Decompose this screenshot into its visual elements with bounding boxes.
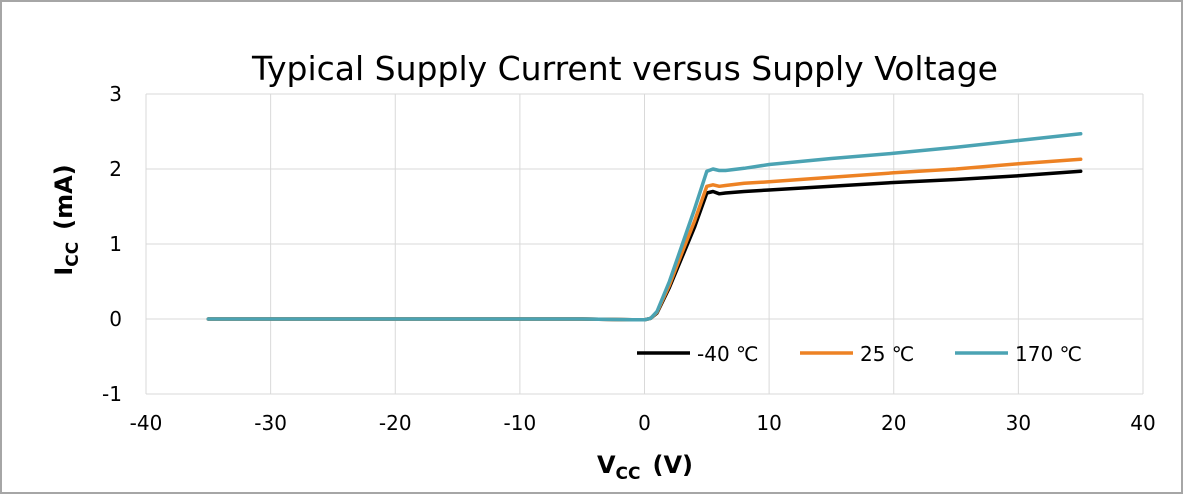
legend-label-3: 170 ℃ — [1015, 342, 1082, 366]
gridlines — [145, 93, 1144, 395]
x-tick-label: -40 — [130, 411, 163, 435]
y-tick-label: 0 — [109, 307, 122, 331]
y-tick-label: -1 — [102, 382, 122, 406]
x-tick-label: 10 — [756, 411, 781, 435]
series-lines — [206, 132, 1083, 322]
x-tick-label: -20 — [379, 411, 412, 435]
x-tick-label: 30 — [1006, 411, 1031, 435]
y-axis-title-sub: CC — [63, 242, 83, 267]
legend-label-1: -40 ℃ — [697, 342, 758, 366]
x-axis-title-main: V — [597, 451, 616, 479]
x-tick-label: 0 — [638, 411, 651, 435]
y-tick-label: 2 — [109, 157, 122, 181]
x-axis-title: VCC (V) — [597, 451, 693, 484]
x-tick-label: 20 — [881, 411, 906, 435]
x-tick-label: 40 — [1130, 411, 1155, 435]
legend-label-2: 25 ℃ — [860, 342, 914, 366]
y-axis-title-main: I — [50, 267, 78, 276]
x-tick-label: -10 — [504, 411, 537, 435]
y-tick-label: 1 — [109, 232, 122, 256]
chart-title: Typical Supply Current versus Supply Vol… — [251, 49, 998, 88]
y-axis-title: ICC (mA) — [50, 164, 83, 275]
x-axis-title-sub: CC — [616, 464, 641, 484]
legend: -40 ℃ 25 ℃ 170 ℃ — [637, 342, 1082, 366]
y-tick-label: 3 — [109, 82, 122, 106]
series-line-3 — [206, 132, 1083, 322]
x-tick-label: -30 — [254, 411, 287, 435]
y-axis-title-unit: (mA) — [50, 164, 78, 230]
x-axis-title-unit: (V) — [653, 451, 694, 479]
